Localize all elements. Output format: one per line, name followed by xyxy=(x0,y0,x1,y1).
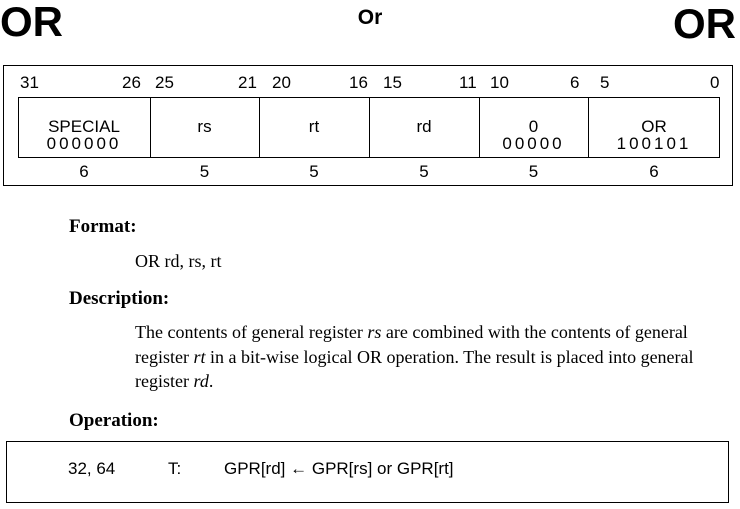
field-bits-zero: 00000 xyxy=(502,134,565,153)
bit-number: 15 xyxy=(383,73,402,92)
field-bits-special: 000000 xyxy=(46,134,122,153)
field-bits-or: 100101 xyxy=(616,134,692,153)
field-width: 6 xyxy=(79,162,89,181)
bit-number: 31 xyxy=(20,73,39,92)
field-width: 5 xyxy=(199,162,210,181)
bit-number: 10 xyxy=(490,73,509,92)
field-width: 5 xyxy=(419,162,429,181)
description-register-rd: rd xyxy=(193,371,209,391)
operation-expression: GPR[rd] ← GPR[rs] or GPR[rt] xyxy=(224,459,454,478)
description-register-rt: rt xyxy=(193,346,206,367)
bit-number: 20 xyxy=(272,73,291,92)
description-fragment: . xyxy=(208,371,214,391)
mnemonic-left: OR xyxy=(0,0,63,45)
operation-arch: 32, 64 xyxy=(68,459,116,478)
bit-number: 25 xyxy=(155,73,174,92)
description-register-rs: rs xyxy=(367,322,382,342)
instruction-title: Or xyxy=(357,6,383,29)
description-heading: Description: xyxy=(69,288,170,309)
mnemonic-right: OR xyxy=(673,0,736,47)
operation-time: T: xyxy=(168,459,182,478)
description-text: The contents of general register rs are … xyxy=(135,320,735,394)
operation-heading: Operation: xyxy=(69,410,159,431)
field-width: 6 xyxy=(649,162,659,181)
description-fragment: The contents of general register xyxy=(135,322,368,342)
field-name-or: OR xyxy=(641,117,667,136)
encoding-frame xyxy=(3,65,733,186)
field-name-rt: rt xyxy=(308,117,320,136)
operation-box xyxy=(6,441,729,503)
field-divider xyxy=(150,97,151,158)
bit-number: 26 xyxy=(122,73,141,92)
field-width: 5 xyxy=(309,162,319,181)
field-divider xyxy=(369,97,370,158)
field-name-zero: 0 xyxy=(528,117,539,136)
field-name-special: SPECIAL xyxy=(48,117,120,136)
field-name-rd: rd xyxy=(416,117,432,136)
field-divider xyxy=(588,97,589,158)
bit-number: 11 xyxy=(459,73,477,92)
bit-number: 16 xyxy=(349,73,368,92)
field-width: 5 xyxy=(528,162,539,181)
field-name-rs: rs xyxy=(197,117,212,136)
bit-number: 5 xyxy=(600,73,610,92)
bit-number: 21 xyxy=(238,73,257,92)
description-fragment: are combined with the contents of genera… xyxy=(135,322,688,367)
bit-number: 0 xyxy=(710,73,720,92)
format-syntax: OR rd, rs, rt xyxy=(135,251,222,271)
description-fragment: in a bit-wise logical OR operation. The … xyxy=(135,346,694,392)
field-divider xyxy=(259,97,260,158)
format-heading: Format: xyxy=(69,216,137,237)
field-divider xyxy=(479,97,480,158)
bit-number: 6 xyxy=(570,73,580,92)
